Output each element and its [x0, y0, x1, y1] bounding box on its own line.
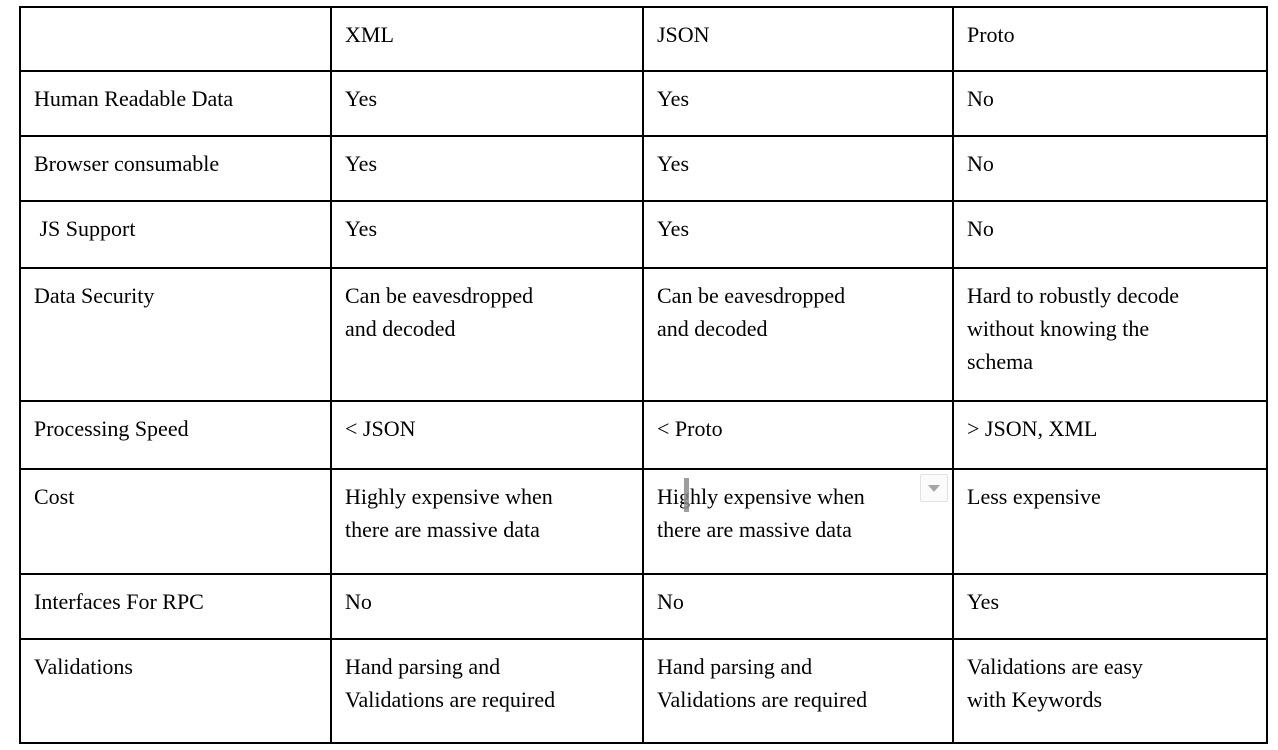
- row-label[interactable]: Processing Speed: [19, 400, 332, 470]
- cell-proto[interactable]: No: [952, 135, 1268, 202]
- row-label[interactable]: Cost: [19, 468, 332, 575]
- cell-json[interactable]: Yes: [642, 135, 954, 202]
- cell-json[interactable]: Yes: [642, 70, 954, 137]
- cell-xml[interactable]: Yes: [330, 135, 644, 202]
- cell-json[interactable]: Can be eavesdropped and decoded: [642, 267, 954, 402]
- table-row: Processing Speed < JSON < Proto > JSON, …: [19, 400, 1268, 470]
- cell-xml[interactable]: Hand parsing and Validations are require…: [330, 638, 644, 744]
- table-row: Browser consumable Yes Yes No: [19, 135, 1268, 202]
- row-label[interactable]: Browser consumable: [19, 135, 332, 202]
- table-row: Human Readable Data Yes Yes No: [19, 70, 1268, 137]
- cell-xml[interactable]: No: [330, 573, 644, 640]
- cell-json[interactable]: No: [642, 573, 954, 640]
- header-cell-json[interactable]: JSON: [642, 6, 954, 72]
- cell-json[interactable]: Yes: [642, 200, 954, 269]
- cell-proto[interactable]: Hard to robustly decode without knowing …: [952, 267, 1268, 402]
- cell-proto[interactable]: > JSON, XML: [952, 400, 1268, 470]
- table-row: Validations Hand parsing and Validations…: [19, 638, 1268, 744]
- triangle-down-icon: [928, 485, 940, 492]
- cell-json[interactable]: Highly expensive when there are massive …: [642, 468, 954, 575]
- cell-json[interactable]: Hand parsing and Validations are require…: [642, 638, 954, 744]
- table-row: Interfaces For RPC No No Yes: [19, 573, 1268, 640]
- table-row: Cost Highly expensive when there are mas…: [19, 468, 1268, 575]
- row-label[interactable]: Data Security: [19, 267, 332, 402]
- cell-xml[interactable]: Highly expensive when there are massive …: [330, 468, 644, 575]
- cell-xml[interactable]: Yes: [330, 200, 644, 269]
- table-dropdown-button[interactable]: [920, 474, 948, 502]
- cell-xml[interactable]: < JSON: [330, 400, 644, 470]
- cell-proto[interactable]: Validations are easy with Keywords: [952, 638, 1268, 744]
- table-row: Data Security Can be eavesdropped and de…: [19, 267, 1268, 402]
- comparison-table: XML JSON Proto Human Readable Data Yes Y…: [19, 6, 1268, 744]
- cell-json[interactable]: < Proto: [642, 400, 954, 470]
- row-label[interactable]: JS Support: [19, 200, 332, 269]
- row-label[interactable]: Human Readable Data: [19, 70, 332, 137]
- row-label[interactable]: Interfaces For RPC: [19, 573, 332, 640]
- header-cell-proto[interactable]: Proto: [952, 6, 1268, 72]
- cell-proto[interactable]: No: [952, 200, 1268, 269]
- cell-xml[interactable]: Yes: [330, 70, 644, 137]
- row-label[interactable]: Validations: [19, 638, 332, 744]
- cell-xml[interactable]: Can be eavesdropped and decoded: [330, 267, 644, 402]
- cell-proto[interactable]: Less expensive: [952, 468, 1268, 575]
- cell-proto[interactable]: No: [952, 70, 1268, 137]
- header-cell-blank[interactable]: [19, 6, 332, 72]
- cell-proto[interactable]: Yes: [952, 573, 1268, 640]
- table-header-row: XML JSON Proto: [19, 6, 1268, 72]
- header-cell-xml[interactable]: XML: [330, 6, 644, 72]
- table-row: JS Support Yes Yes No: [19, 200, 1268, 269]
- text-caret: [684, 478, 689, 512]
